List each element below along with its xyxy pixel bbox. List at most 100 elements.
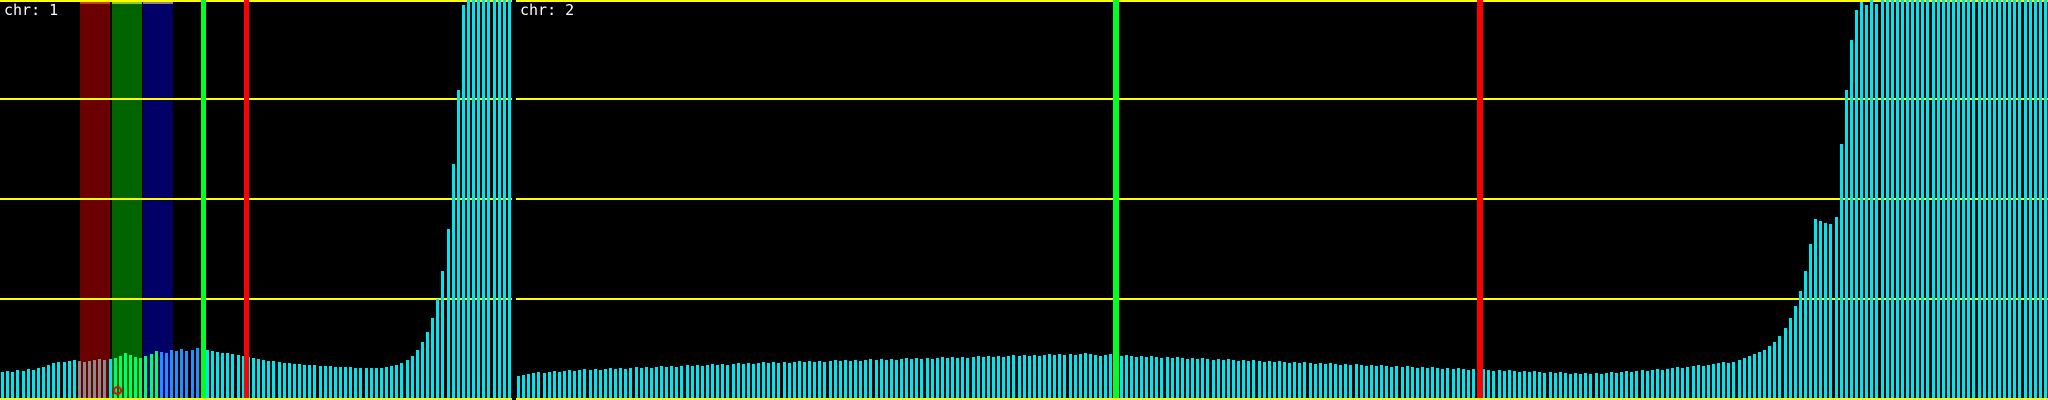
coverage-bar[interactable] — [1283, 362, 1286, 398]
coverage-bar[interactable] — [1952, 0, 1955, 398]
coverage-bar[interactable] — [1610, 372, 1613, 398]
coverage-bar[interactable] — [237, 355, 240, 398]
coverage-bar[interactable] — [267, 361, 270, 398]
coverage-bar[interactable] — [1824, 222, 1827, 398]
coverage-bar[interactable] — [114, 358, 117, 398]
coverage-bar[interactable] — [1349, 365, 1352, 398]
coverage-bar[interactable] — [272, 361, 275, 398]
coverage-bar[interactable] — [324, 366, 327, 398]
coverage-bar[interactable] — [997, 356, 1000, 398]
coverage-bar[interactable] — [645, 367, 648, 398]
coverage-bar[interactable] — [216, 352, 219, 398]
coverage-bar[interactable] — [1589, 374, 1592, 398]
coverage-bar[interactable] — [1584, 373, 1587, 398]
coverage-bar[interactable] — [1201, 358, 1204, 398]
coverage-bar[interactable] — [1145, 357, 1148, 398]
coverage-bar[interactable] — [1615, 373, 1618, 398]
coverage-bar[interactable] — [537, 372, 540, 398]
coverage-bar[interactable] — [1416, 368, 1419, 398]
coverage-bar[interactable] — [319, 366, 322, 398]
coverage-bar[interactable] — [849, 361, 852, 398]
coverage-bar[interactable] — [1222, 360, 1225, 398]
coverage-bar[interactable] — [869, 359, 872, 398]
coverage-bar[interactable] — [1809, 243, 1812, 398]
coverage-bar[interactable] — [298, 364, 301, 398]
coverage-bar[interactable] — [1492, 371, 1495, 398]
coverage-bar[interactable] — [1385, 366, 1388, 398]
coverage-bar[interactable] — [308, 365, 311, 398]
coverage-bar[interactable] — [1549, 372, 1552, 398]
coverage-bar[interactable] — [359, 368, 362, 398]
coverage-bar[interactable] — [813, 362, 816, 398]
coverage-bar[interactable] — [1722, 362, 1725, 398]
coverage-bar[interactable] — [1799, 290, 1802, 398]
coverage-bar[interactable] — [1666, 369, 1669, 398]
coverage-bar[interactable] — [1370, 365, 1373, 398]
coverage-bar[interactable] — [1319, 363, 1322, 398]
coverage-bar[interactable] — [1957, 0, 1960, 398]
coverage-bar[interactable] — [1855, 9, 1858, 398]
coverage-bar[interactable] — [1962, 0, 1965, 398]
coverage-bar[interactable] — [1431, 367, 1434, 398]
coverage-bar[interactable] — [139, 358, 142, 398]
coverage-bar[interactable] — [885, 360, 888, 398]
coverage-bar[interactable] — [1355, 364, 1358, 398]
coverage-bar[interactable] — [1692, 366, 1695, 398]
coverage-bar[interactable] — [1686, 367, 1689, 398]
coverage-bar[interactable] — [675, 367, 678, 398]
coverage-bar[interactable] — [772, 362, 775, 398]
coverage-bar[interactable] — [609, 368, 612, 398]
coverage-bar[interactable] — [37, 368, 40, 398]
coverage-bar[interactable] — [1778, 336, 1781, 398]
coverage-bar[interactable] — [487, 0, 490, 398]
coverage-bar[interactable] — [1401, 367, 1404, 398]
coverage-bar[interactable] — [527, 374, 530, 398]
coverage-bar[interactable] — [1926, 0, 1929, 398]
coverage-bar[interactable] — [777, 363, 780, 398]
coverage-bar[interactable] — [1768, 346, 1771, 398]
coverage-bar[interactable] — [395, 365, 398, 398]
coverage-bar[interactable] — [1176, 357, 1179, 398]
coverage-bar[interactable] — [1217, 359, 1220, 398]
coverage-bar[interactable] — [1932, 0, 1935, 398]
coverage-bar[interactable] — [411, 356, 414, 398]
coverage-bar[interactable] — [482, 0, 485, 398]
coverage-bar[interactable] — [783, 362, 786, 398]
coverage-bar[interactable] — [629, 368, 632, 398]
coverage-bar[interactable] — [175, 351, 178, 398]
coverage-bar[interactable] — [946, 358, 949, 398]
coverage-bar[interactable] — [73, 360, 76, 398]
coverage-bar[interactable] — [1850, 39, 1853, 398]
coverage-bar[interactable] — [915, 358, 918, 398]
coverage-bar[interactable] — [339, 367, 342, 398]
coverage-bar[interactable] — [380, 368, 383, 398]
coverage-bar[interactable] — [1452, 369, 1455, 398]
coverage-bar[interactable] — [1155, 357, 1158, 398]
coverage-bar[interactable] — [1559, 372, 1562, 398]
coverage-bar[interactable] — [1084, 353, 1087, 398]
coverage-bar[interactable] — [119, 356, 122, 398]
coverage-bar[interactable] — [1104, 355, 1107, 398]
coverage-bar[interactable] — [1360, 365, 1363, 398]
coverage-bar[interactable] — [1794, 306, 1797, 398]
coverage-bar[interactable] — [665, 367, 668, 398]
coverage-bar[interactable] — [2034, 0, 2037, 398]
coverage-bar[interactable] — [1738, 360, 1741, 398]
coverage-bar[interactable] — [293, 364, 296, 398]
coverage-bar[interactable] — [1421, 367, 1424, 398]
coverage-bar[interactable] — [1528, 372, 1531, 398]
coverage-bar[interactable] — [670, 366, 673, 398]
coverage-bar[interactable] — [22, 371, 25, 398]
coverage-bar[interactable] — [1303, 362, 1306, 398]
coverage-bar[interactable] — [1625, 371, 1628, 398]
coverage-bar[interactable] — [1462, 369, 1465, 398]
coverage-bar[interactable] — [129, 355, 132, 398]
coverage-bar[interactable] — [1324, 364, 1327, 398]
coverage-bar[interactable] — [1436, 368, 1439, 398]
coverage-bar[interactable] — [1212, 360, 1215, 398]
coverage-bar[interactable] — [1569, 374, 1572, 398]
coverage-bar[interactable] — [859, 361, 862, 398]
coverage-bar[interactable] — [920, 359, 923, 398]
coverage-bar[interactable] — [1426, 368, 1429, 398]
vline-green[interactable] — [201, 0, 206, 400]
